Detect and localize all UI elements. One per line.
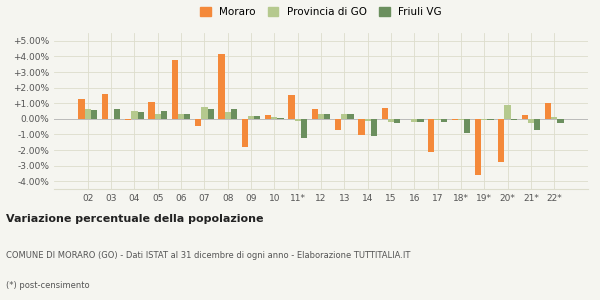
Bar [131, 111, 137, 119]
Bar [254, 116, 260, 119]
Bar [434, 119, 441, 120]
Bar [441, 119, 447, 122]
Bar [481, 119, 487, 120]
Bar [545, 103, 551, 119]
Bar [371, 119, 377, 136]
Bar [295, 119, 301, 121]
Bar [277, 118, 284, 119]
Bar [528, 119, 534, 123]
Text: COMUNE DI MORARO (GO) - Dati ISTAT al 31 dicembre di ogni anno - Elaborazione TU: COMUNE DI MORARO (GO) - Dati ISTAT al 31… [6, 251, 410, 260]
Bar [551, 117, 557, 119]
Bar [114, 110, 121, 119]
Bar [358, 119, 365, 135]
Bar [242, 119, 248, 147]
Bar [464, 119, 470, 133]
Bar [288, 95, 295, 119]
Bar [347, 114, 354, 119]
Bar [125, 119, 131, 120]
Bar [505, 105, 511, 119]
Bar [218, 54, 224, 119]
Bar [521, 115, 528, 119]
Bar [365, 119, 371, 121]
Legend: Moraro, Provincia di GO, Friuli VG: Moraro, Provincia di GO, Friuli VG [197, 4, 445, 20]
Bar [148, 102, 155, 119]
Bar [534, 119, 541, 130]
Bar [557, 119, 564, 123]
Bar [475, 119, 481, 175]
Bar [101, 94, 108, 119]
Bar [161, 111, 167, 119]
Bar [394, 119, 400, 124]
Bar [511, 119, 517, 120]
Bar [208, 110, 214, 119]
Bar [487, 119, 494, 120]
Bar [78, 98, 85, 119]
Bar [418, 119, 424, 122]
Bar [178, 114, 184, 119]
Bar [231, 109, 237, 119]
Bar [388, 119, 394, 122]
Bar [271, 117, 277, 119]
Text: (*) post-censimento: (*) post-censimento [6, 281, 89, 290]
Bar [318, 114, 324, 119]
Bar [311, 110, 318, 119]
Bar [452, 119, 458, 120]
Bar [411, 119, 418, 122]
Bar [91, 110, 97, 119]
Bar [458, 119, 464, 120]
Bar [265, 115, 271, 119]
Bar [301, 119, 307, 137]
Bar [137, 112, 144, 119]
Bar [172, 60, 178, 119]
Bar [428, 119, 434, 152]
Bar [324, 114, 331, 119]
Bar [498, 119, 505, 163]
Bar [184, 114, 190, 119]
Text: Variazione percentuale della popolazione: Variazione percentuale della popolazione [6, 214, 263, 224]
Bar [201, 107, 208, 119]
Bar [335, 119, 341, 130]
Bar [85, 109, 91, 119]
Bar [195, 119, 201, 126]
Bar [224, 112, 231, 119]
Bar [248, 116, 254, 119]
Bar [341, 114, 347, 119]
Bar [382, 108, 388, 119]
Bar [155, 114, 161, 119]
